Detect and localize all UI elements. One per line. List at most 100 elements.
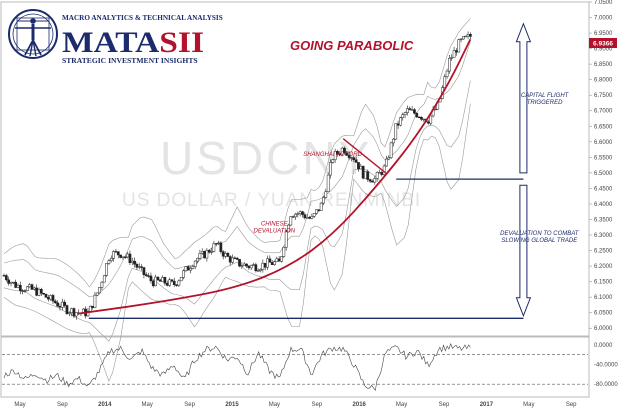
candle-body xyxy=(345,152,349,156)
candle-body xyxy=(49,295,52,300)
oscillator-line xyxy=(3,343,471,392)
candle-body xyxy=(63,301,66,306)
candle-body xyxy=(371,180,374,183)
candle-body xyxy=(91,305,94,308)
arrow xyxy=(515,22,532,174)
candle-body xyxy=(228,256,232,263)
y-tick-label: 6.6000 xyxy=(594,140,613,146)
annotation-line: SHANGHAI ACCORD xyxy=(303,152,362,158)
candle-body xyxy=(151,280,155,287)
candle-body xyxy=(310,216,314,219)
candle-body xyxy=(30,284,34,290)
y-tick-label: 6.3500 xyxy=(594,217,613,223)
candle-body xyxy=(287,224,290,233)
candle-body xyxy=(245,263,248,267)
candle-body xyxy=(455,50,458,53)
candle-body xyxy=(177,280,181,286)
annotation-label: DEVALUATION TO COMBAT SLOWING GLOBAL TRAD… xyxy=(500,231,580,244)
candle-body xyxy=(231,257,234,263)
candle-body xyxy=(324,191,328,198)
candle-body xyxy=(172,280,176,286)
candle-body xyxy=(186,266,190,271)
candle-body xyxy=(284,231,288,248)
candle-body xyxy=(380,172,384,175)
candle-body xyxy=(126,253,129,258)
candle-body xyxy=(130,260,134,263)
candle-body xyxy=(301,211,304,215)
candle-body xyxy=(100,281,104,288)
candle-body xyxy=(289,216,293,226)
candle-body xyxy=(252,264,255,266)
candle-body xyxy=(375,172,379,179)
candle-body xyxy=(235,257,239,260)
candle-body xyxy=(333,151,337,160)
candle-body xyxy=(210,251,213,253)
candle-body xyxy=(16,284,20,288)
envelope-band-line xyxy=(3,41,471,298)
candle-body xyxy=(420,116,423,120)
candle-body xyxy=(35,287,38,296)
y-tick-label: 6.4500 xyxy=(594,186,613,192)
y-tick-label: 6.1000 xyxy=(594,295,613,301)
candle-body xyxy=(119,254,122,258)
y-tick-label: 6.6500 xyxy=(594,124,613,130)
annotation-line: DEVALUATION xyxy=(254,229,296,235)
x-tick-label: 2014 xyxy=(98,402,112,408)
y-tick-label: 6.0000 xyxy=(594,326,613,332)
matasii-logo: MACRO ANALYTICS & TECHNICAL ANALYSIS MAT… xyxy=(6,6,223,68)
candle-body xyxy=(434,108,437,111)
candle-body xyxy=(98,287,101,294)
candle-body xyxy=(14,281,18,288)
candle-body xyxy=(60,301,64,308)
candle-body xyxy=(359,165,363,170)
candle-body xyxy=(23,290,27,292)
y-tick-label: 6.0500 xyxy=(594,311,613,317)
candle-body xyxy=(277,258,281,262)
chart-title: GOING PARABOLIC xyxy=(290,38,414,53)
candle-body xyxy=(396,123,400,126)
x-tick-label: Sep xyxy=(311,402,322,408)
candle-body xyxy=(254,264,258,272)
candle-body xyxy=(385,158,388,167)
candle-body xyxy=(109,257,113,261)
candle-body xyxy=(392,138,395,144)
candle-body xyxy=(240,265,244,267)
candle-body xyxy=(312,213,316,217)
candle-body xyxy=(88,305,92,312)
candle-body xyxy=(298,211,302,214)
y-tick-label: 6.2000 xyxy=(594,264,613,270)
candle-body xyxy=(196,258,199,262)
candle-body xyxy=(200,251,204,254)
candle-body xyxy=(450,57,454,59)
envelope-band-line xyxy=(3,80,471,342)
candle-body xyxy=(459,38,463,41)
candle-body xyxy=(354,159,358,163)
x-axis-ticks: May Sep 2014 May Sep 2015 May Sep 2016 May Sep 2017… xyxy=(14,402,577,408)
candle-body xyxy=(263,262,267,268)
annotation-label: CHINESE DEVALUATION xyxy=(254,222,296,235)
candle-body xyxy=(147,275,150,277)
oscillator-panel-frame xyxy=(0,336,590,398)
emblem-leg-left xyxy=(24,39,34,56)
arrow xyxy=(515,184,532,318)
envelope-bands xyxy=(3,18,471,383)
candle-body xyxy=(462,36,465,40)
x-tick-label: May xyxy=(269,402,280,408)
candle-body xyxy=(305,217,309,219)
candle-body xyxy=(142,267,146,275)
candle-body xyxy=(161,277,164,282)
candle-body xyxy=(149,275,153,282)
candle-body xyxy=(217,242,220,245)
candle-body xyxy=(72,308,76,317)
emblem-outer-circle xyxy=(8,9,58,59)
candle-body xyxy=(336,151,339,155)
candle-body xyxy=(37,288,41,296)
candle-body xyxy=(401,114,405,118)
candle-body xyxy=(247,265,251,269)
candle-body xyxy=(51,295,55,302)
candle-body xyxy=(28,284,32,288)
candle-body xyxy=(165,282,169,286)
annotation-line: CAPITAL FLIGHT xyxy=(521,93,570,99)
candle-body xyxy=(67,312,71,314)
downtrend-line xyxy=(342,138,387,174)
